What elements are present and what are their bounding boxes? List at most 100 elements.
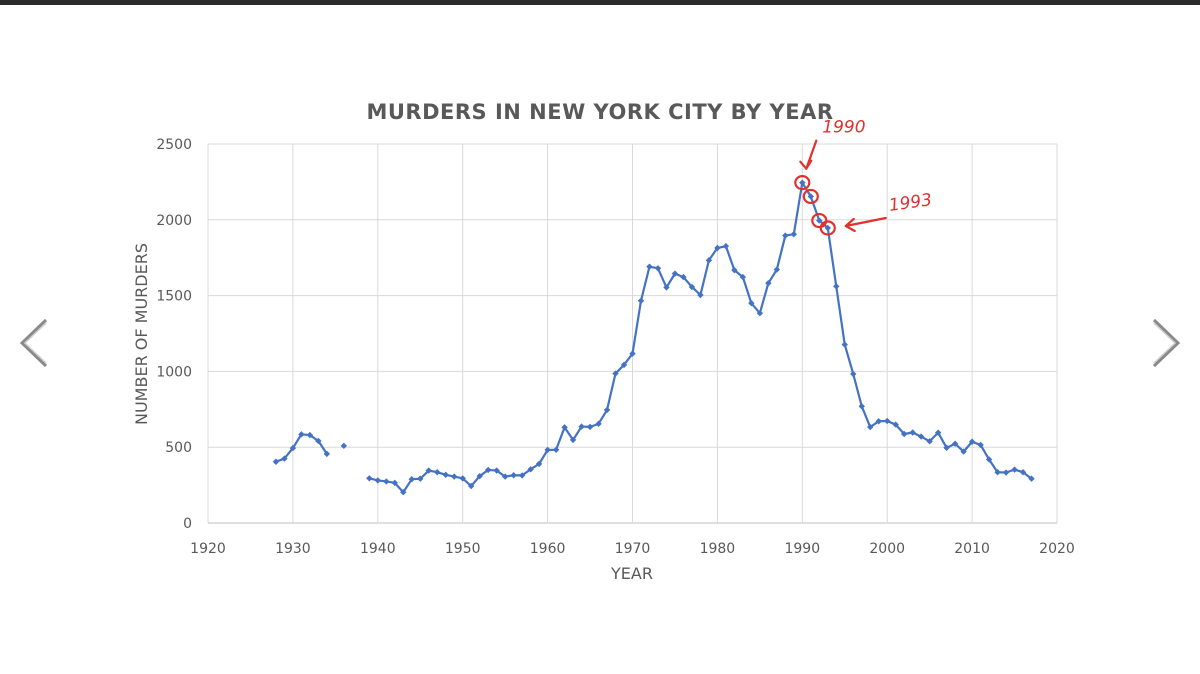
x-tick-label: 2010 [954, 541, 990, 557]
data-point [1002, 469, 1010, 476]
data-point [391, 479, 398, 487]
data-point [620, 361, 628, 369]
data-point [459, 475, 466, 482]
data-point [705, 257, 713, 264]
x-axis-label: YEAR [610, 564, 653, 583]
annotation-circle [819, 220, 836, 236]
data-point [400, 489, 407, 496]
data-point [773, 266, 781, 273]
data-point [476, 472, 483, 480]
data-point [1011, 466, 1018, 473]
y-tick-label: 500 [165, 440, 192, 456]
data-point [646, 263, 653, 270]
data-point [697, 291, 704, 299]
series-line-group [275, 181, 1033, 494]
annotation-arrow [844, 216, 887, 228]
x-tick-label: 2020 [1039, 541, 1075, 557]
data-point [578, 423, 585, 430]
data-point [739, 273, 747, 281]
data-point [985, 456, 993, 463]
annotation-label-1990: 1990 [822, 118, 865, 138]
data-point [858, 403, 865, 410]
data-point [569, 436, 577, 444]
data-point [281, 455, 288, 462]
data-point [807, 193, 814, 200]
data-point [688, 283, 696, 291]
data-point [501, 473, 509, 480]
x-axis-ticks: 1920 1930 1940 1950 1960 1970 1980 1990 2000 2010… [190, 541, 1075, 557]
series-points-group [272, 179, 1035, 496]
annotations-group: 1990 1993 [794, 118, 934, 236]
x-tick-label: 1980 [700, 541, 736, 557]
data-point [748, 299, 755, 307]
data-point [909, 429, 916, 436]
data-point [323, 450, 331, 458]
x-tick-label: 1940 [360, 541, 396, 557]
data-point [850, 370, 857, 378]
data-point [994, 469, 1001, 476]
annotation-label-1993: 1993 [888, 190, 934, 216]
chevron-left-icon [19, 318, 48, 368]
next-slide-button[interactable] [1144, 318, 1184, 368]
data-point [960, 448, 967, 455]
y-tick-label: 1500 [156, 289, 192, 305]
data-point [917, 433, 925, 440]
data-point [527, 466, 534, 473]
data-point [671, 270, 679, 277]
data-point [782, 232, 789, 239]
y-axis-label: NUMBER OF MURDERS [132, 243, 151, 425]
annotation-arrowhead [799, 159, 813, 170]
data-point [467, 482, 475, 490]
y-tick-label: 2000 [156, 213, 192, 229]
chart-title: MURDERS IN NEW YORK CITY BY YEAR [366, 100, 833, 124]
y-axis-ticks: 0 500 1000 1500 2000 2500 [156, 137, 192, 532]
data-point [272, 458, 280, 465]
data-point [867, 423, 874, 431]
data-point [340, 442, 348, 450]
data-point [841, 341, 848, 348]
data-point [1028, 475, 1035, 482]
data-point [612, 370, 619, 377]
previous-slide-button[interactable] [16, 318, 56, 368]
data-point [552, 446, 560, 453]
data-point [383, 478, 390, 485]
data-point [561, 424, 568, 431]
data-point [875, 418, 882, 425]
x-tick-label: 2000 [869, 541, 905, 557]
data-point [790, 231, 798, 238]
data-point [417, 475, 424, 482]
chevron-right-icon [1152, 318, 1181, 368]
data-point [765, 279, 772, 287]
x-tick-label: 1930 [275, 541, 311, 557]
data-point [926, 438, 933, 445]
data-point [425, 467, 432, 474]
data-point [714, 244, 721, 252]
data-point [884, 417, 891, 425]
data-point [1019, 469, 1027, 476]
data-point [586, 423, 594, 431]
data-point [306, 431, 314, 439]
chart-grid [207, 143, 1058, 524]
data-point [951, 440, 959, 447]
data-point [442, 471, 449, 478]
annotation-circle [794, 175, 811, 191]
data-point [535, 460, 543, 468]
x-tick-label: 1990 [784, 541, 820, 557]
data-point [977, 441, 984, 449]
x-tick-label: 1950 [445, 541, 481, 557]
y-tick-label: 0 [183, 516, 192, 532]
data-point [892, 421, 899, 428]
data-point [629, 350, 636, 357]
data-point [298, 431, 305, 438]
data-point [374, 477, 381, 484]
x-tick-label: 1960 [530, 541, 566, 557]
data-point [451, 473, 458, 480]
data-point [484, 466, 492, 474]
top-bar [0, 0, 1200, 5]
x-tick-label: 1920 [190, 541, 226, 557]
data-point [799, 179, 806, 186]
data-point [434, 469, 441, 476]
data-point [824, 224, 831, 232]
data-point [731, 266, 738, 274]
